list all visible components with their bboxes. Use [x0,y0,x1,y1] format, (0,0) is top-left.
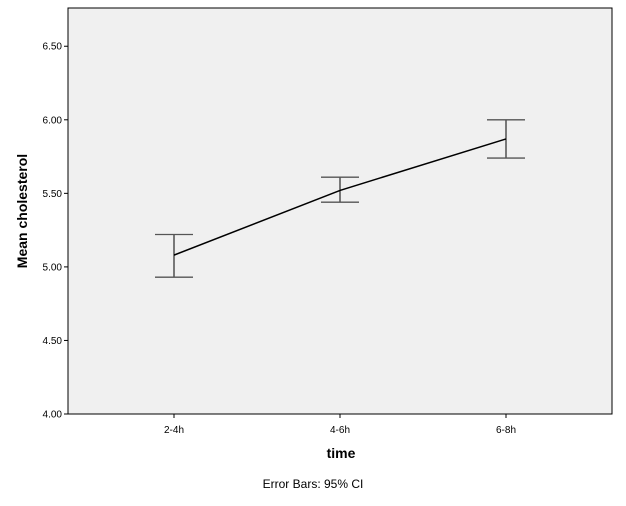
x-tick-label: 2-4h [164,425,184,436]
x-axis-label: time [327,445,356,461]
y-tick-label: 5.00 [43,262,63,273]
y-axis-label: Mean cholesterol [14,154,30,268]
y-tick-label: 6.00 [43,115,63,126]
x-tick-label: 6-8h [496,425,516,436]
footnote: Error Bars: 95% CI [263,477,364,491]
y-tick-label: 6.50 [43,42,63,53]
y-tick-label: 5.50 [43,189,63,200]
y-tick-label: 4.50 [43,336,63,347]
y-tick-label: 4.00 [43,410,63,421]
plot-area [68,8,612,414]
x-tick-label: 4-6h [330,425,350,436]
